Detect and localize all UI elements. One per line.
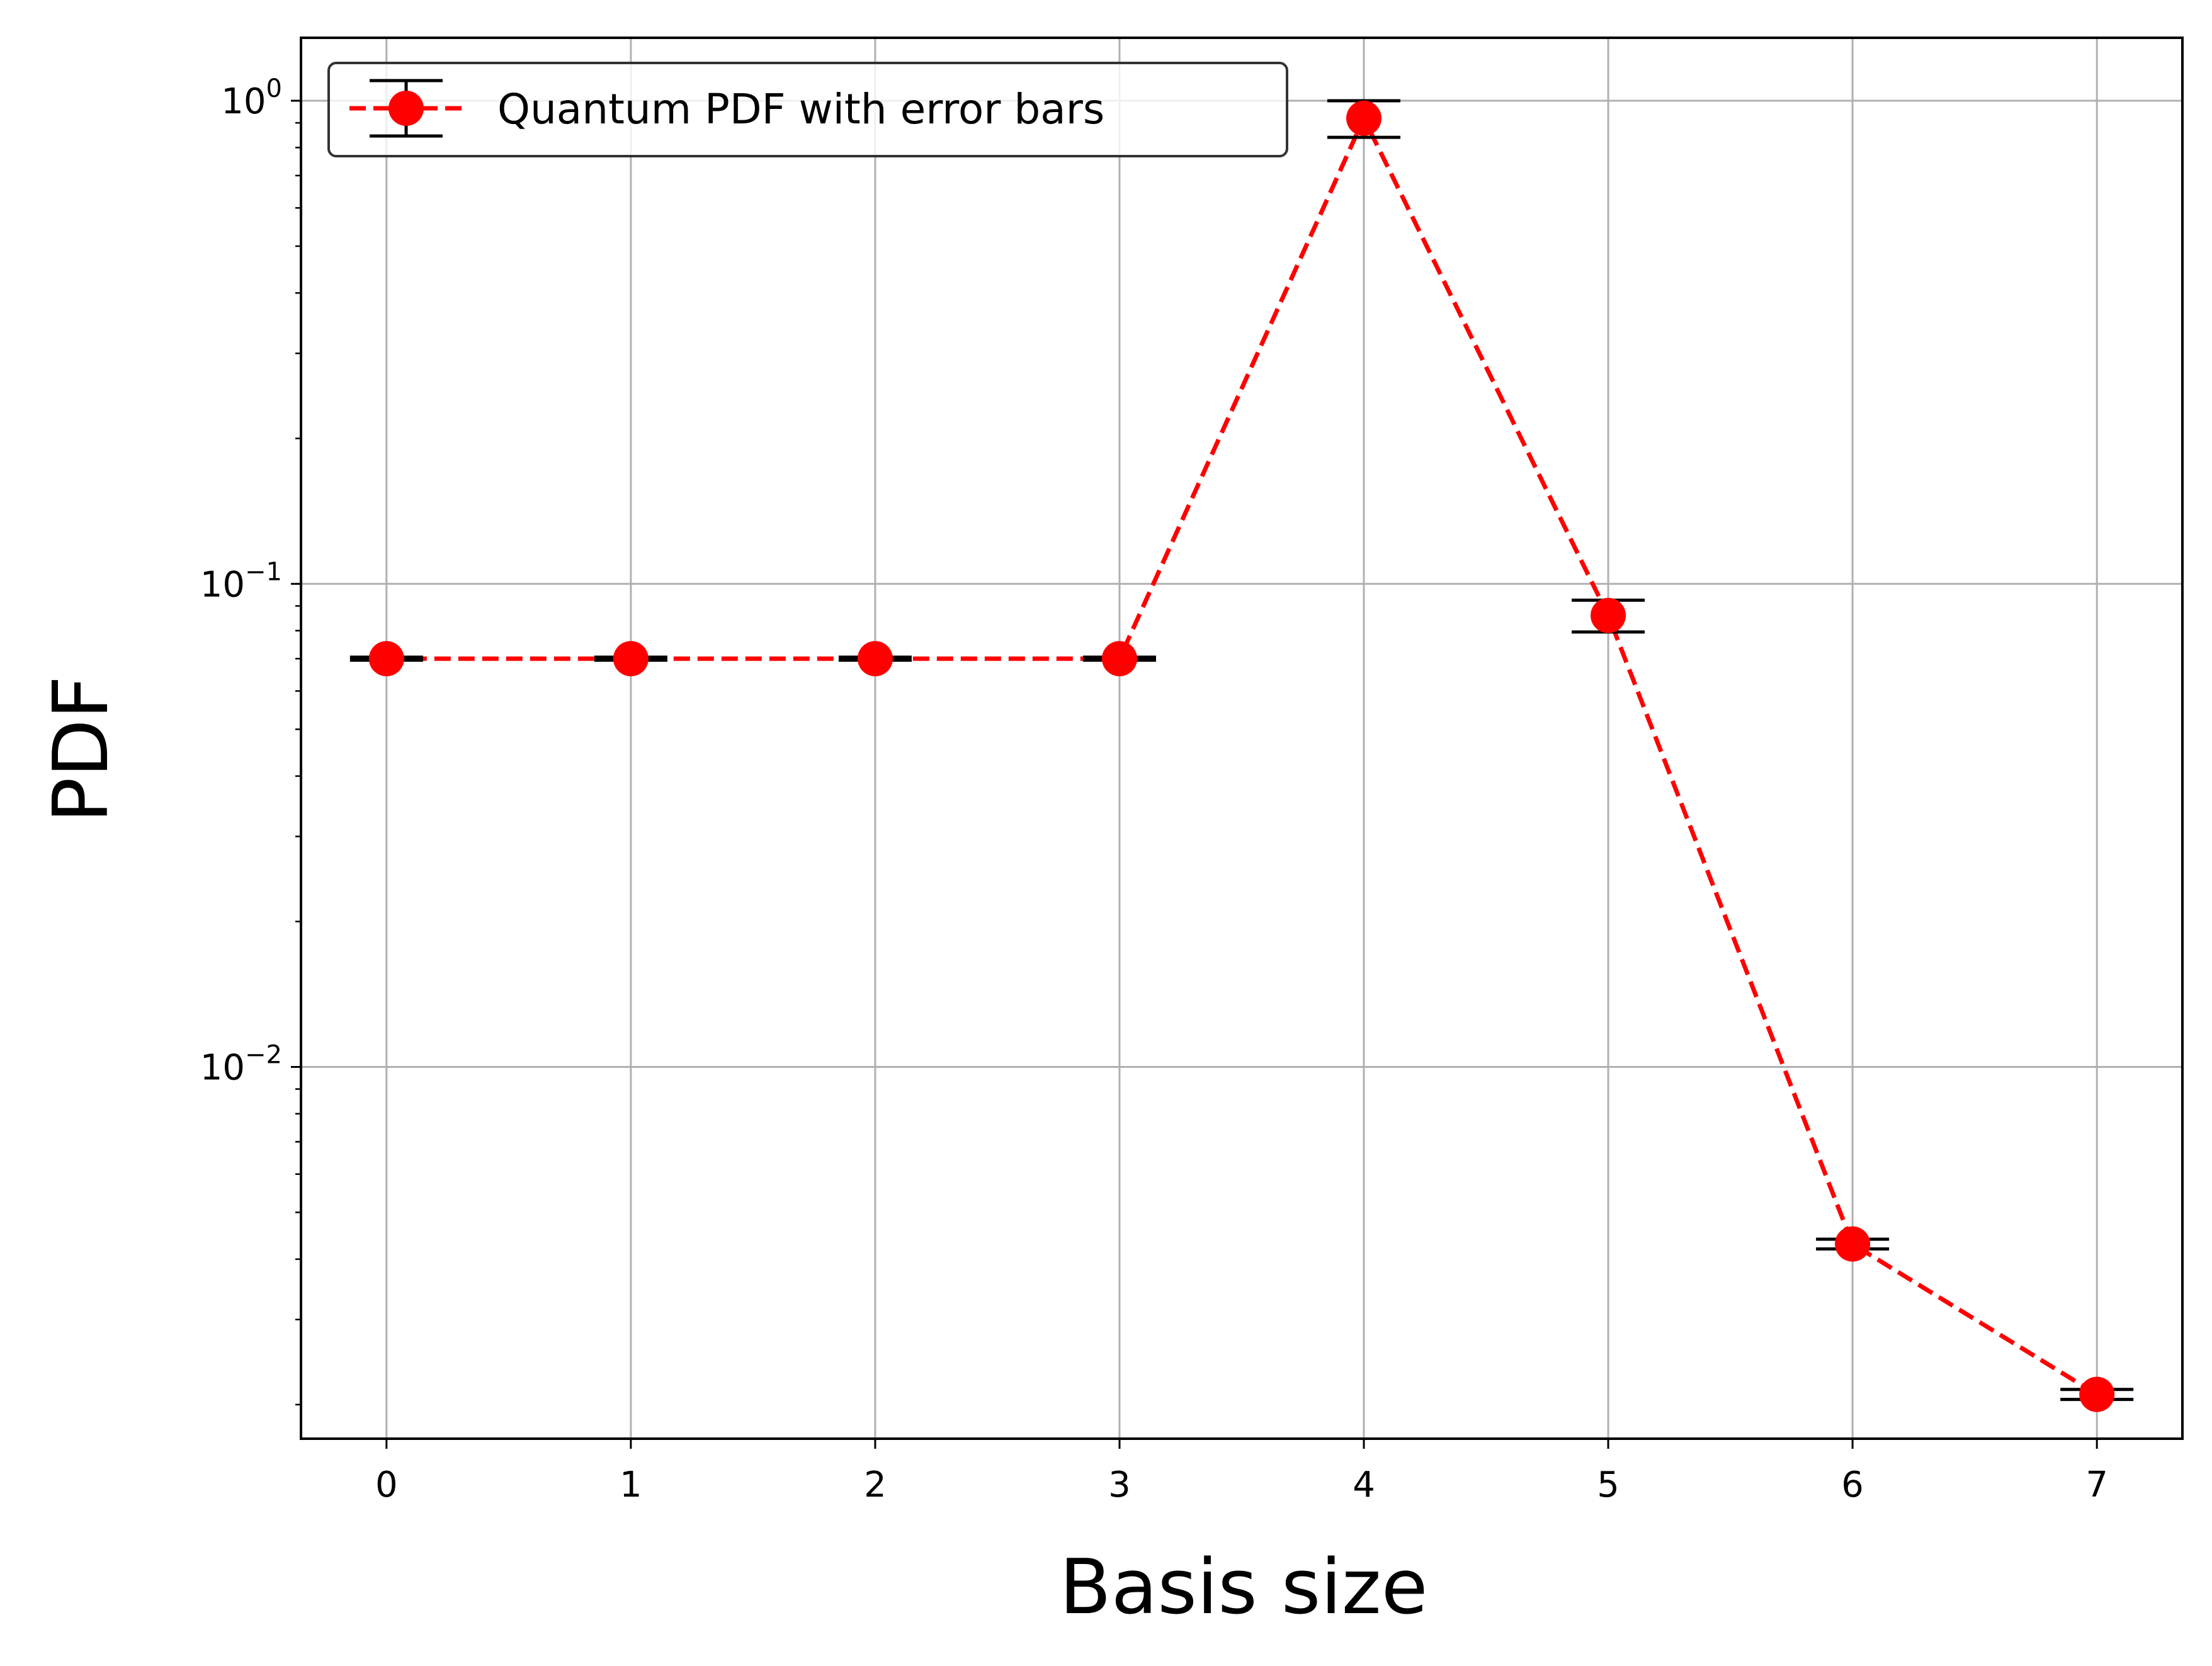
data-point [2079,1376,2115,1412]
x-tick-label: 4 [1353,1465,1375,1505]
x-tick-label: 2 [864,1465,887,1505]
x-tick-label: 6 [1841,1465,1864,1505]
major-ticks [291,99,2098,1449]
y-tick-labels: 10−2 10−1 100 [200,74,282,1089]
data-point [857,641,893,677]
y-tick-label: 10−1 [200,557,282,605]
x-tick-label: 3 [1108,1465,1131,1505]
legend-label: Quantum PDF with error bars [497,85,1104,133]
x-axis-label: Basis size [1059,1544,1427,1631]
y-tick-label: 10−2 [200,1041,282,1089]
data-point [368,641,404,677]
data-point [613,641,649,677]
data-point [1346,100,1382,136]
legend: Quantum PDF with error bars [327,62,1288,157]
series-line [386,113,2099,1397]
data-points [368,100,2115,1412]
data-point [1101,641,1137,677]
x-tick-label: 5 [1597,1465,1619,1505]
data-point [1835,1226,1871,1262]
x-tick-label: 1 [620,1465,642,1505]
x-tick-labels: 0 1 2 3 4 5 6 7 [375,1465,2108,1505]
legend-box [327,62,1288,157]
x-tick-label: 0 [375,1465,398,1505]
error-bars [349,99,2134,1402]
series-lines [386,113,2099,1397]
y-axis-label: PDF [38,676,125,823]
data-point [1591,598,1626,633]
x-tick-label: 7 [2085,1465,2108,1505]
plot-frame [300,37,2184,1440]
legend-marker [389,91,424,126]
legend-handle [349,79,463,138]
y-tick-label: 100 [221,74,282,122]
